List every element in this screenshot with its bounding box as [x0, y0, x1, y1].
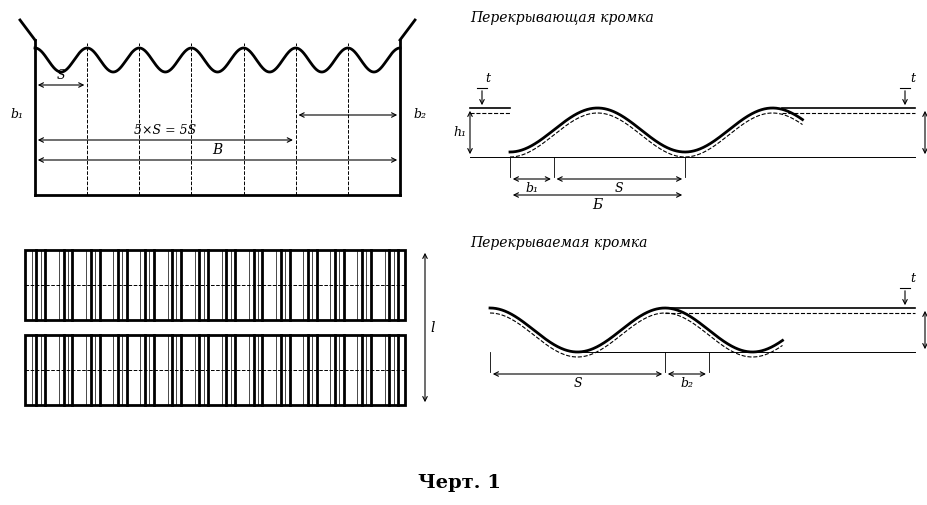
Text: Перекрывающая кромка: Перекрывающая кромка	[470, 11, 654, 25]
Text: Черт. 1: Черт. 1	[418, 474, 502, 492]
Text: b₂: b₂	[680, 377, 693, 390]
Text: Б: Б	[592, 198, 603, 212]
Text: h₁: h₁	[453, 126, 466, 139]
Text: S: S	[57, 69, 66, 82]
Text: S: S	[573, 377, 582, 390]
Text: B: B	[212, 143, 222, 157]
Text: t: t	[485, 72, 490, 85]
Text: S: S	[615, 182, 624, 195]
Text: b₂: b₂	[413, 109, 426, 122]
Text: b₁: b₁	[10, 109, 23, 122]
Text: 5×S = 5S: 5×S = 5S	[134, 124, 197, 137]
Text: b₁: b₁	[526, 182, 539, 195]
Bar	[25, 250, 405, 320]
Text: Перекрываемая кромка: Перекрываемая кромка	[470, 236, 647, 250]
Bar	[25, 335, 405, 405]
Text: t: t	[910, 72, 915, 85]
Text: l: l	[430, 321, 435, 334]
Text: t: t	[910, 272, 915, 285]
